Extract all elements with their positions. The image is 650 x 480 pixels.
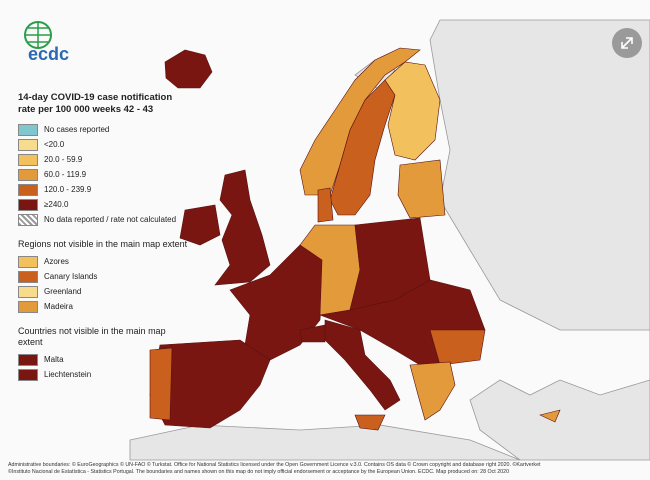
legend-label: Canary Islands bbox=[44, 272, 98, 281]
legend-swatch bbox=[18, 285, 38, 298]
legend-swatch bbox=[18, 213, 38, 226]
portugal bbox=[149, 347, 173, 421]
legend-swatch bbox=[18, 123, 38, 136]
ireland bbox=[179, 204, 221, 246]
legend: 14-day COVID-19 case notification rate p… bbox=[18, 92, 188, 382]
italy bbox=[324, 319, 401, 411]
legend-item: Malta bbox=[18, 352, 188, 367]
legend-swatch bbox=[18, 300, 38, 313]
north-africa bbox=[129, 424, 521, 461]
legend-rows: No cases reported <20.0 20.0 - 59.9 60.0 - … bbox=[18, 122, 188, 227]
footer-line: ©Instituto Nacional de Estatística - Sta… bbox=[8, 469, 510, 475]
legend-label: No cases reported bbox=[44, 125, 110, 134]
greece bbox=[409, 361, 456, 421]
legend-item: <20.0 bbox=[18, 137, 188, 152]
legend-item: Liechtenstein bbox=[18, 367, 188, 382]
legend-label: 60.0 - 119.9 bbox=[44, 170, 87, 179]
legend-label: No data reported / rate not calculated bbox=[44, 215, 177, 224]
expand-button[interactable] bbox=[612, 28, 642, 58]
logo-globe bbox=[24, 21, 52, 49]
legend-swatch bbox=[18, 138, 38, 151]
legend-label: Malta bbox=[44, 355, 64, 364]
footer: Administrative boundaries: © EuroGeograp… bbox=[8, 462, 648, 476]
legend-label: ≥240.0 bbox=[44, 200, 69, 209]
legend-swatch bbox=[18, 368, 38, 381]
legend-item: 20.0 - 59.9 bbox=[18, 152, 188, 167]
legend-swatch bbox=[18, 168, 38, 181]
countries-heading: Countries not visible in the main map ex… bbox=[18, 326, 166, 347]
legend-item: Azores bbox=[18, 254, 188, 269]
sweden bbox=[329, 79, 396, 216]
regions-rows: Azores Canary Islands Greenland Madeira bbox=[18, 254, 188, 314]
sicily bbox=[354, 414, 386, 431]
legend-swatch bbox=[18, 255, 38, 268]
legend-item: No cases reported bbox=[18, 122, 188, 137]
legend-item: No data reported / rate not calculated bbox=[18, 212, 188, 227]
switzerland bbox=[299, 324, 326, 343]
legend-item: Madeira bbox=[18, 299, 188, 314]
legend-swatch bbox=[18, 353, 38, 366]
legend-item: ≥240.0 bbox=[18, 197, 188, 212]
legend-label: <20.0 bbox=[44, 140, 65, 149]
legend-label: 20.0 - 59.9 bbox=[44, 155, 83, 164]
bulgaria bbox=[429, 329, 486, 366]
legend-swatch bbox=[18, 183, 38, 196]
logo-text: ecdc bbox=[28, 44, 70, 64]
finland bbox=[384, 61, 441, 161]
legend-label: Azores bbox=[44, 257, 69, 266]
expand-icon bbox=[621, 37, 633, 49]
iceland bbox=[164, 49, 213, 89]
cyprus bbox=[539, 409, 561, 423]
legend-item: Canary Islands bbox=[18, 269, 188, 284]
legend-swatch bbox=[18, 198, 38, 211]
legend-label: Madeira bbox=[44, 302, 73, 311]
legend-label: Greenland bbox=[44, 287, 82, 296]
uk bbox=[214, 169, 271, 286]
denmark bbox=[317, 187, 334, 223]
baltics bbox=[397, 159, 446, 219]
legend-item: 60.0 - 119.9 bbox=[18, 167, 188, 182]
legend-item: 120.0 - 239.9 bbox=[18, 182, 188, 197]
footer-line: Administrative boundaries: © EuroGeograp… bbox=[8, 462, 541, 468]
legend-title: 14-day COVID-19 case notification rate p… bbox=[18, 92, 173, 115]
regions-heading: Regions not visible in the main map exte… bbox=[18, 239, 188, 249]
legend-item: Greenland bbox=[18, 284, 188, 299]
non-eu-land bbox=[429, 19, 650, 461]
legend-swatch bbox=[18, 270, 38, 283]
countries-rows: Malta Liechtenstein bbox=[18, 352, 188, 382]
legend-swatch bbox=[18, 153, 38, 166]
legend-label: 120.0 - 239.9 bbox=[44, 185, 92, 194]
legend-label: Liechtenstein bbox=[44, 370, 92, 379]
